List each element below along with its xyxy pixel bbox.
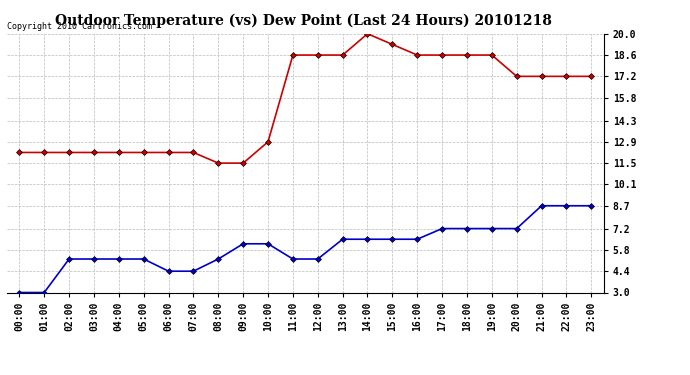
Text: Copyright 2010 Cartronics.com: Copyright 2010 Cartronics.com — [7, 22, 152, 31]
Text: Outdoor Temperature (vs) Dew Point (Last 24 Hours) 20101218: Outdoor Temperature (vs) Dew Point (Last… — [55, 13, 552, 27]
